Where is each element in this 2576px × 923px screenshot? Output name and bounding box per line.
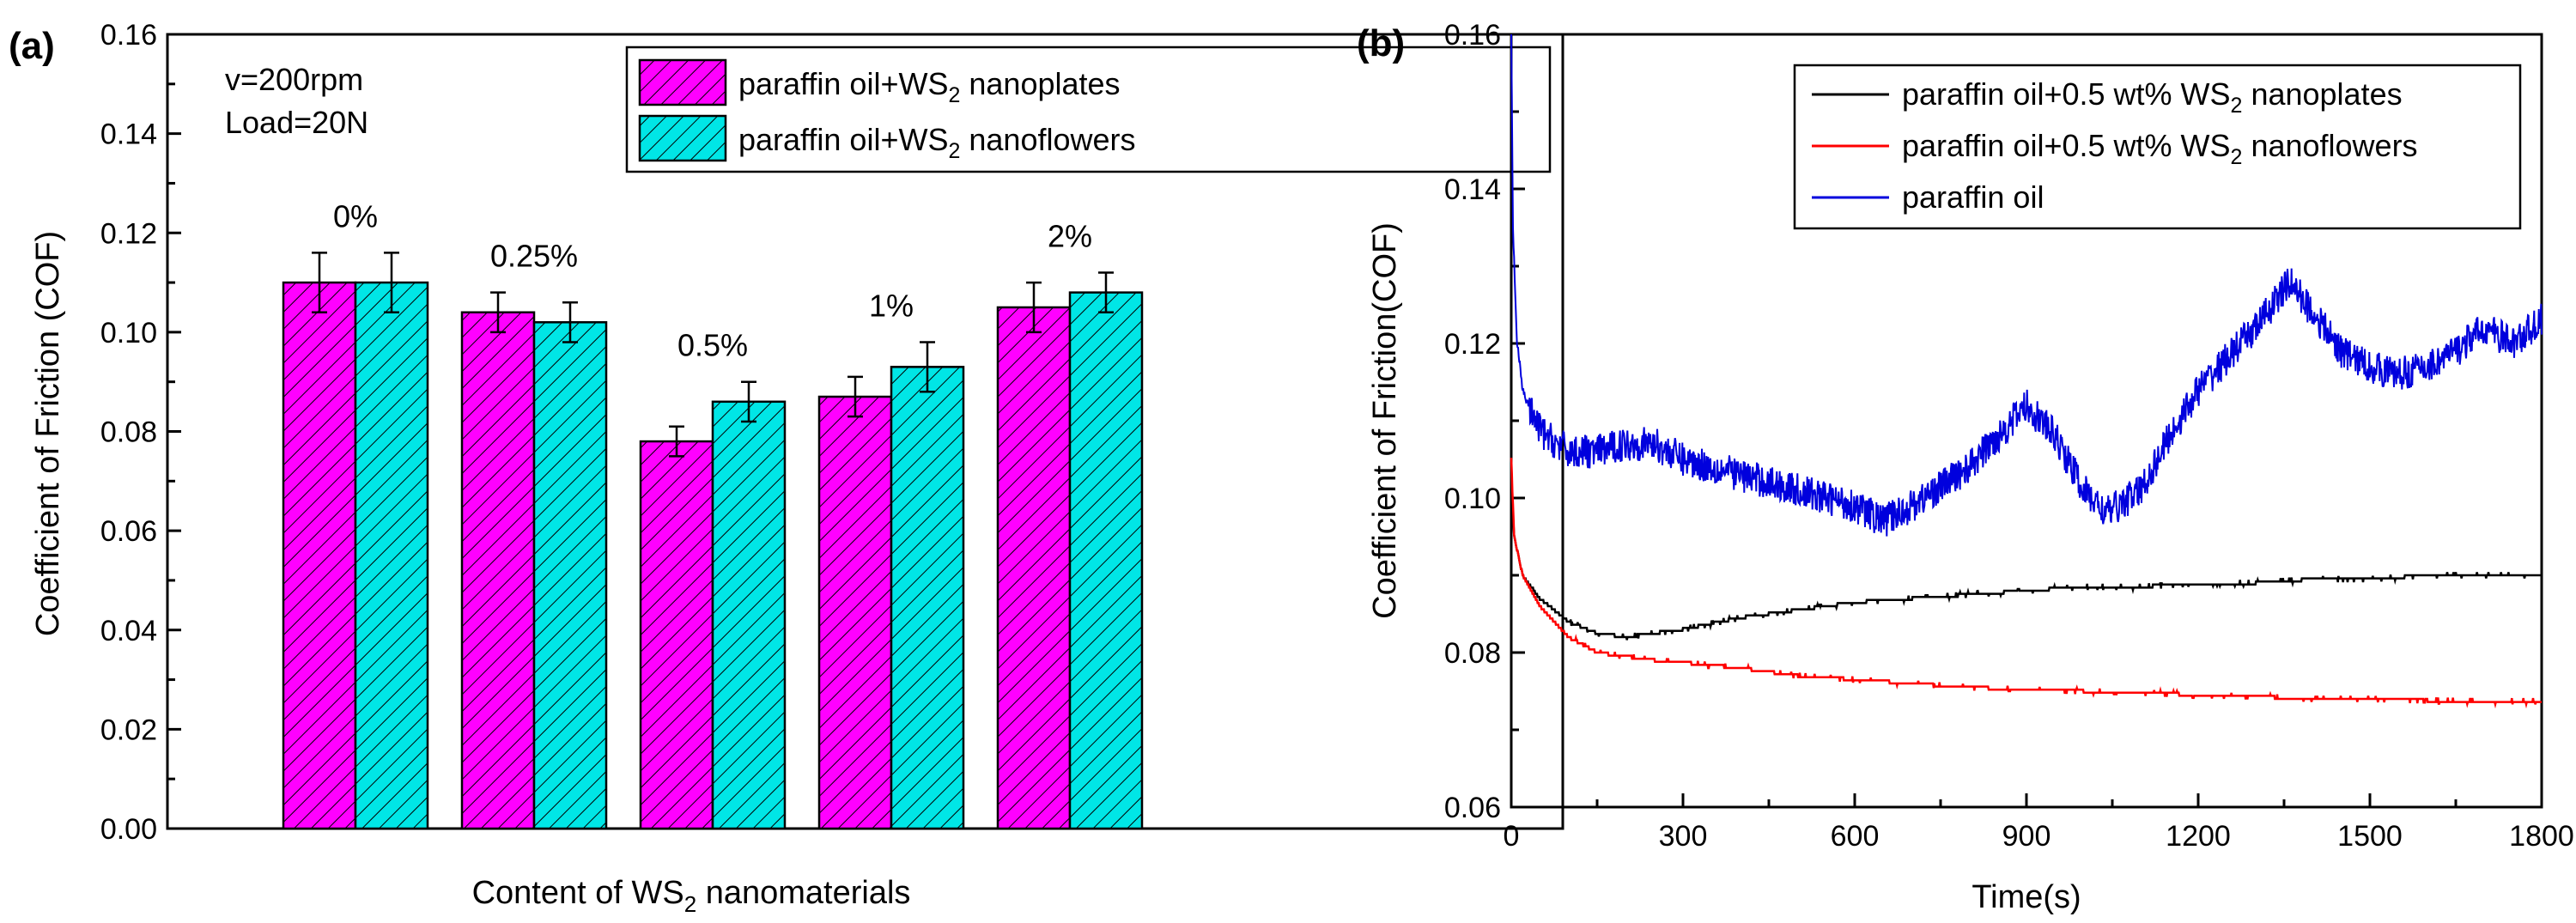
- y-tick-label-b: 0.10: [1444, 483, 1501, 515]
- legend-a-label-nanoplates-main: paraffin oil+WS: [738, 66, 948, 101]
- bar-nanoplates: [817, 395, 893, 830]
- legend-a-swatch-nanoflowers: [638, 114, 727, 162]
- bar-nanoplates: [282, 281, 357, 830]
- panel-label-b: (b): [1357, 22, 1405, 64]
- series-nanoflowers: [1510, 458, 2542, 709]
- x-axis-b: 0 300 600 900 1200 1500 1800: [1504, 793, 2574, 853]
- x-tick-label-b: 1200: [2166, 820, 2231, 853]
- bar-nanoflowers: [532, 321, 608, 830]
- legend-a-label-nanoflowers-main: paraffin oil+WS: [738, 122, 948, 157]
- category-label-a: 1%: [869, 288, 914, 323]
- y-tick-label-b: 0.16: [1444, 19, 1501, 52]
- y-tick-label-a: 0.10: [100, 317, 157, 349]
- condition-load: Load=20N: [225, 105, 368, 140]
- panel-b-line-chart: (b) 0.06 0.08 0.10 0.12 0.14 0.16 0 300 600 900 1…: [1357, 19, 2574, 915]
- legend-b-label-nanoflowers-tail: nanoflowers: [2242, 128, 2417, 163]
- legend-a-box: [625, 46, 1552, 173]
- category-label-a: 0.5%: [677, 328, 748, 363]
- legend-b-label-nanoplates-main: paraffin oil+0.5 wt% WS: [1902, 76, 2231, 112]
- x-tick-label-b: 600: [1831, 820, 1880, 853]
- legend-b-label-nanoflowers: paraffin oil+0.5 wt% WS2 nanoflowers: [1902, 128, 2418, 169]
- legend-b: paraffin oil+0.5 wt% WS2 nanoplates para…: [1793, 64, 2522, 230]
- category-label-a: 0.25%: [490, 239, 578, 274]
- legend-b-label-nanoflowers-main: paraffin oil+0.5 wt% WS: [1902, 128, 2231, 163]
- bar-nanoflowers: [711, 400, 787, 830]
- legend-b-label-nanoplates-tail: nanoplates: [2242, 76, 2402, 112]
- y-axis-title-a: Coefficient of Friction (COF): [30, 231, 66, 636]
- y-tick-label-b: 0.14: [1444, 173, 1501, 206]
- bar-nanoflowers: [1068, 291, 1144, 830]
- legend-a: paraffin oil+WS2 nanoplates paraffin oil…: [625, 46, 1552, 173]
- y-axis-title-b: Coefficient of Friction(COF): [1367, 222, 1403, 619]
- bar-nanoplates: [996, 306, 1072, 830]
- x-axis-title-a-tail: nanomaterials: [696, 875, 910, 911]
- y-axis-b: 0.06 0.08 0.10 0.12 0.14 0.16: [1444, 19, 1525, 824]
- y-tick-label-b: 0.12: [1444, 328, 1501, 361]
- legend-a-label-nanoplates-tail: nanoplates: [960, 66, 1120, 101]
- x-axis-title-b: Time(s): [1971, 879, 2081, 915]
- x-axis-title-a-sub: 2: [684, 891, 696, 917]
- y-axis-a: 0.00 0.02 0.04 0.06 0.08 0.10 0.12 0.14 0.16: [100, 19, 181, 846]
- x-tick-label-b: 1800: [2509, 820, 2574, 853]
- legend-a-swatch-nanoplates: [638, 58, 727, 106]
- bar-nanoflowers: [354, 281, 429, 830]
- y-tick-label-a: 0.00: [100, 813, 157, 846]
- category-label-a: 2%: [1048, 219, 1092, 254]
- bars-a: [282, 281, 1144, 830]
- series-paraffin-oil: [1510, 33, 2543, 537]
- legend-a-label-nanoflowers: paraffin oil+WS2 nanoflowers: [738, 122, 1136, 163]
- y-tick-label-b: 0.06: [1444, 792, 1501, 824]
- legend-b-label-nanoflowers-sub: 2: [2231, 145, 2243, 169]
- y-tick-label-a: 0.16: [100, 19, 157, 52]
- y-tick-label-a: 0.08: [100, 416, 157, 449]
- x-axis-title-a: Content of WS2 nanomaterials: [472, 875, 911, 917]
- x-tick-label-b: 900: [2002, 820, 2051, 853]
- legend-b-label-paraffin: paraffin oil: [1902, 179, 2044, 215]
- bar-nanoplates: [639, 440, 714, 830]
- y-tick-label-a: 0.12: [100, 217, 157, 250]
- condition-speed: v=200rpm: [225, 62, 363, 97]
- legend-b-label-nanoplates: paraffin oil+0.5 wt% WS2 nanoplates: [1902, 76, 2403, 118]
- bar-nanoplates: [460, 311, 536, 830]
- legend-a-label-nanoflowers-sub: 2: [948, 139, 960, 163]
- panel-a-bar-chart: (a) 0.00 0.02 0.04 0.06 0.08 0.10 0.12 0.14 0.16…: [9, 19, 1564, 917]
- x-tick-label-b: 1500: [2337, 820, 2403, 853]
- x-tick-label-b: 300: [1659, 820, 1708, 853]
- category-labels-a: 0% 0.25% 0.5% 1% 2%: [333, 198, 1092, 362]
- y-tick-label-a: 0.14: [100, 118, 157, 151]
- legend-b-label-nanoplates-sub: 2: [2231, 94, 2243, 118]
- bar-nanoflowers: [890, 366, 965, 830]
- y-tick-label-a: 0.02: [100, 714, 157, 746]
- legend-a-label-nanoplates: paraffin oil+WS2 nanoplates: [738, 66, 1121, 107]
- panel-label-a: (a): [9, 25, 55, 67]
- series-lines-b: [1510, 33, 2543, 709]
- error-bars-a: [312, 252, 1114, 458]
- x-axis-title-a-main: Content of WS: [472, 875, 684, 911]
- legend-b-box: [1793, 64, 2522, 230]
- y-tick-label-a: 0.04: [100, 615, 157, 647]
- legend-a-label-nanoflowers-tail: nanoflowers: [960, 122, 1135, 157]
- legend-a-label-nanoplates-sub: 2: [948, 83, 960, 107]
- series-nanoplates: [1510, 489, 2542, 641]
- category-label-a: 0%: [333, 198, 378, 234]
- y-tick-label-a: 0.06: [100, 515, 157, 548]
- y-tick-label-b: 0.08: [1444, 637, 1501, 670]
- x-tick-label-b: 0: [1504, 820, 1520, 853]
